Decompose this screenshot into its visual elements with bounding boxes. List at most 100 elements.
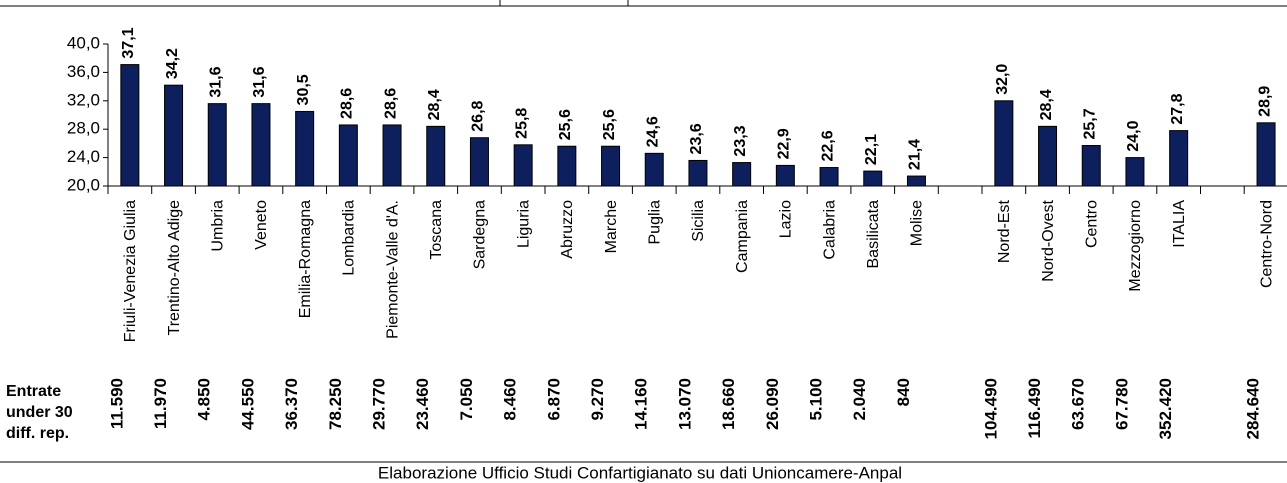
x-tick-label: Trentino-Alto Adige bbox=[166, 200, 183, 336]
value-label: 26,8 bbox=[470, 100, 487, 131]
x-tick-label: Emilia-Romagna bbox=[297, 200, 314, 318]
value-label: 28,9 bbox=[1256, 86, 1273, 117]
entrate-value: 63.670 bbox=[1069, 378, 1088, 430]
x-tick-label: Sardegna bbox=[472, 200, 489, 269]
entrate-value: 352.420 bbox=[1156, 378, 1175, 439]
y-tick-label: 24,0 bbox=[67, 147, 100, 166]
entrate-value: 67.780 bbox=[1112, 378, 1131, 430]
x-tick-label: Veneto bbox=[253, 200, 270, 250]
x-tick-label: Nord-Est bbox=[996, 199, 1013, 263]
entrate-value: 284.640 bbox=[1244, 378, 1263, 439]
value-label: 28,4 bbox=[426, 89, 443, 120]
bar bbox=[819, 167, 839, 187]
value-label: 21,4 bbox=[907, 139, 924, 170]
entrate-value: 23.460 bbox=[413, 378, 432, 430]
bar bbox=[732, 162, 752, 187]
entrate-value: 840 bbox=[894, 378, 913, 406]
value-label: 24,0 bbox=[1125, 120, 1142, 151]
value-label: 23,3 bbox=[732, 125, 749, 156]
value-label: 34,2 bbox=[164, 48, 181, 79]
entrate-value: 2.040 bbox=[850, 378, 869, 421]
bar bbox=[906, 175, 926, 187]
value-label: 23,6 bbox=[688, 123, 705, 154]
bar bbox=[426, 125, 446, 187]
entrate-value: 11.970 bbox=[151, 378, 170, 429]
entrate-value: 4.850 bbox=[195, 378, 214, 421]
value-label: 30,5 bbox=[295, 74, 312, 105]
entrate-value: 104.490 bbox=[981, 378, 1000, 439]
entrate-value: 5.100 bbox=[807, 378, 826, 421]
bar bbox=[295, 110, 315, 187]
x-tick-label: Molise bbox=[909, 200, 926, 246]
bar bbox=[1256, 122, 1276, 187]
value-label: 25,6 bbox=[557, 109, 574, 140]
bar bbox=[251, 103, 271, 187]
x-tick-label: Piemonte-Valle d'A. bbox=[384, 200, 401, 339]
x-tick-label: Basilicata bbox=[865, 200, 882, 269]
entrate-value: 78.250 bbox=[326, 378, 345, 430]
x-tick-label: Centro-Nord bbox=[1258, 200, 1275, 288]
entrate-value: 13.070 bbox=[675, 378, 694, 430]
bar bbox=[382, 124, 402, 187]
x-tick-label: Liguria bbox=[515, 200, 532, 248]
x-tick-label: Calabria bbox=[821, 200, 838, 260]
bar bbox=[557, 145, 577, 187]
x-tick-label: Toscana bbox=[428, 200, 445, 260]
bar bbox=[688, 159, 708, 187]
bar bbox=[513, 144, 533, 187]
y-tick-label: 40,0 bbox=[67, 33, 100, 52]
entrate-value: 18.660 bbox=[719, 378, 738, 430]
value-label: 22,9 bbox=[776, 128, 793, 159]
x-tick-label: Mezzogiorno bbox=[1127, 200, 1144, 292]
value-label: 31,6 bbox=[251, 66, 268, 97]
x-tick-label: ITALIA bbox=[1171, 200, 1188, 248]
value-label: 27,8 bbox=[1169, 93, 1186, 124]
bar bbox=[994, 100, 1014, 187]
entrate-value: 116.490 bbox=[1025, 378, 1044, 439]
y-tick-label: 36,0 bbox=[67, 62, 100, 81]
row-label: diff. rep. bbox=[6, 425, 69, 442]
value-label: 32,0 bbox=[994, 64, 1011, 95]
bar bbox=[1169, 130, 1189, 187]
x-tick-label: Sicilia bbox=[690, 200, 707, 242]
x-tick-label: Nord-Ovest bbox=[1040, 199, 1057, 281]
entrate-value: 11.590 bbox=[107, 378, 126, 429]
row-label: Entrate bbox=[6, 383, 61, 400]
entrate-value: 36.370 bbox=[282, 378, 301, 430]
y-tick-label: 32,0 bbox=[67, 90, 100, 109]
bar bbox=[120, 64, 140, 187]
bar bbox=[1125, 157, 1145, 187]
value-label: 31,6 bbox=[207, 66, 224, 97]
bar bbox=[601, 145, 621, 187]
value-label: 37,1 bbox=[120, 27, 137, 58]
entrate-value: 7.050 bbox=[457, 378, 476, 421]
entrate-value: 14.160 bbox=[632, 378, 651, 430]
value-label: 28,6 bbox=[339, 88, 356, 119]
value-label: 22,1 bbox=[863, 134, 880, 165]
row-label: under 30 bbox=[6, 404, 73, 421]
x-tick-label: Abruzzo bbox=[559, 200, 576, 259]
bar bbox=[775, 164, 795, 187]
x-tick-label: Puglia bbox=[646, 200, 663, 245]
y-tick-label: 20,0 bbox=[67, 175, 100, 194]
bar bbox=[863, 170, 883, 187]
x-tick-label: Marche bbox=[603, 200, 620, 253]
x-tick-label: Campania bbox=[734, 200, 751, 273]
entrate-value: 26.090 bbox=[763, 378, 782, 430]
bar bbox=[207, 103, 227, 187]
x-tick-label: Lombardia bbox=[341, 200, 358, 276]
x-tick-label: Umbria bbox=[209, 200, 226, 252]
bar bbox=[469, 137, 489, 187]
y-tick-label: 28,0 bbox=[67, 119, 100, 138]
value-label: 25,7 bbox=[1081, 108, 1098, 139]
value-label: 25,6 bbox=[601, 109, 618, 140]
source: Elaborazione Ufficio Studi Confartigiana… bbox=[378, 463, 902, 482]
bar bbox=[164, 84, 184, 187]
value-label: 22,6 bbox=[819, 130, 836, 161]
entrate-value: 8.460 bbox=[501, 378, 520, 421]
value-label: 25,8 bbox=[513, 108, 530, 139]
entrate-value: 29.770 bbox=[370, 378, 389, 430]
value-label: 28,4 bbox=[1038, 89, 1055, 120]
bar bbox=[1081, 145, 1101, 187]
